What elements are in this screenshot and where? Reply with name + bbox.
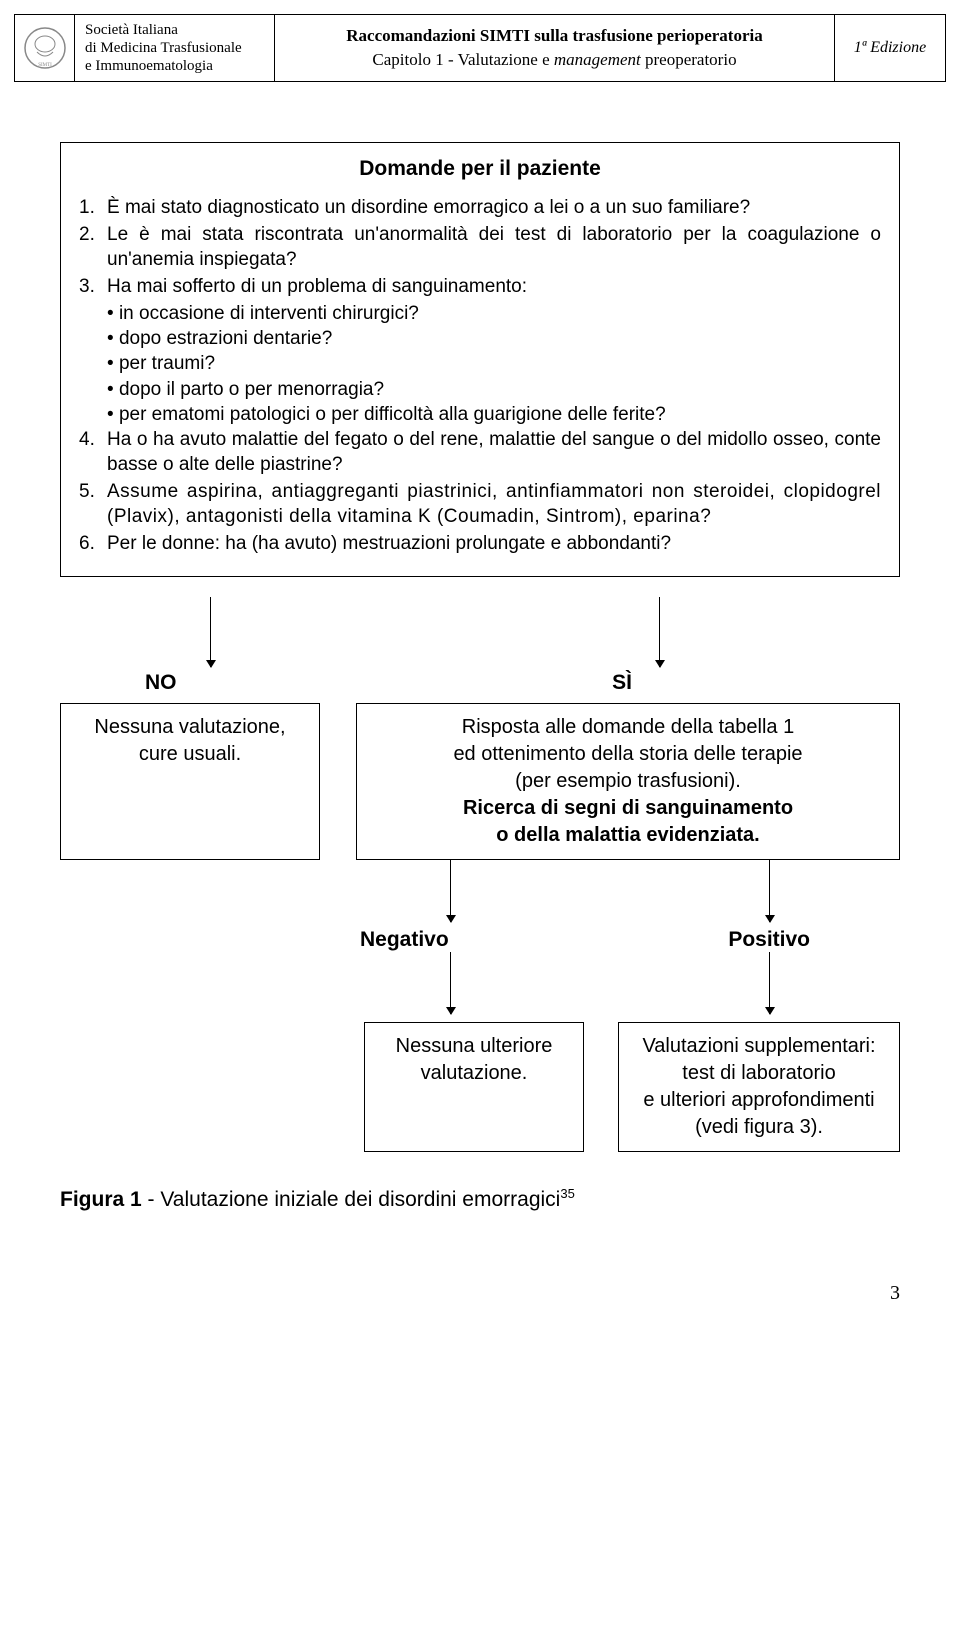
questions-box: Domande per il paziente 1.È mai stato di… bbox=[60, 142, 900, 577]
question-text: Ha mai sofferto di un problema di sangui… bbox=[107, 274, 881, 299]
branch-labels-row: NO SÌ bbox=[60, 671, 900, 695]
caption-bold: Figura 1 bbox=[60, 1188, 142, 1211]
page-header: SIMTI Società Italiana di Medicina Trasf… bbox=[14, 14, 946, 82]
positivo-box: Valutazioni supplementari: test di labor… bbox=[618, 1022, 900, 1152]
org-line: Società Italiana bbox=[85, 21, 264, 39]
doc-title-cell: Raccomandazioni SIMTI sulla trasfusione … bbox=[275, 15, 835, 81]
question-text: Ha o ha avuto malattie del fegato o del … bbox=[107, 427, 881, 477]
question-number: 6. bbox=[79, 531, 107, 556]
flowchart: NO SÌ Nessuna valutazione, cure usuali. … bbox=[60, 597, 900, 1152]
question-number: 3. bbox=[79, 274, 107, 299]
org-name: Società Italiana di Medicina Trasfusiona… bbox=[75, 15, 275, 81]
caption-text: - Valutazione iniziale dei disordini emo… bbox=[142, 1188, 561, 1211]
no-label: NO bbox=[145, 671, 177, 695]
pos-box-text: Valutazioni supplementari: test di labor… bbox=[642, 1035, 875, 1138]
simti-logo-icon: SIMTI bbox=[23, 26, 67, 70]
arrow-row-3 bbox=[60, 952, 900, 1014]
si-line: Risposta alle domande della tabella 1 bbox=[371, 714, 885, 741]
edition-cell: 1ª Edizione bbox=[835, 15, 945, 81]
question-item: 2.Le è mai stata riscontrata un'anormali… bbox=[79, 222, 881, 272]
question-text: È mai stato diagnosticato un disordine e… bbox=[107, 195, 881, 220]
question-item: 3.Ha mai sofferto di un problema di sang… bbox=[79, 274, 881, 299]
arrow-down-icon bbox=[769, 952, 770, 1014]
question-subitem: per traumi? bbox=[107, 351, 881, 376]
si-line-bold: Ricerca di segni di sanguinamento bbox=[371, 795, 885, 822]
question-sublist: in occasione di interventi chirurgici?do… bbox=[107, 301, 881, 426]
positivo-label: Positivo bbox=[728, 928, 810, 952]
question-text: Le è mai stata riscontrata un'anormalità… bbox=[107, 222, 881, 272]
question-number: 4. bbox=[79, 427, 107, 477]
level2-row: Nessuna valutazione, cure usuali. Rispos… bbox=[60, 703, 900, 860]
question-subitem: dopo estrazioni dentarie? bbox=[107, 326, 881, 351]
question-item: 5.Assume aspirina, antiaggreganti piastr… bbox=[79, 479, 881, 529]
svg-text:SIMTI: SIMTI bbox=[38, 63, 52, 68]
question-item: 6.Per le donne: ha (ha avuto) mestruazio… bbox=[79, 531, 881, 556]
si-result-box: Risposta alle domande della tabella 1 ed… bbox=[356, 703, 900, 860]
caption-ref: 35 bbox=[560, 1186, 574, 1201]
question-item: 4.Ha o ha avuto malattie del fegato o de… bbox=[79, 427, 881, 477]
question-text: Per le donne: ha (ha avuto) mestruazioni… bbox=[107, 531, 881, 556]
si-line: ed ottenimento della storia delle terapi… bbox=[371, 741, 885, 768]
question-list: 1.È mai stato diagnosticato un disordine… bbox=[79, 195, 881, 556]
neg-box-text: Nessuna ulteriore valutazione. bbox=[396, 1035, 553, 1084]
arrow-down-icon bbox=[769, 860, 770, 922]
no-result-box: Nessuna valutazione, cure usuali. bbox=[60, 703, 320, 860]
question-item: 1.È mai stato diagnosticato un disordine… bbox=[79, 195, 881, 220]
arrow-down-icon bbox=[659, 597, 660, 667]
logo-cell: SIMTI bbox=[15, 15, 75, 81]
page-content: Domande per il paziente 1.È mai stato di… bbox=[0, 82, 960, 1252]
question-number: 5. bbox=[79, 479, 107, 529]
question-text: Assume aspirina, antiaggreganti piastrin… bbox=[107, 479, 881, 529]
arrow-down-icon bbox=[210, 597, 211, 667]
arrow-row-2 bbox=[60, 860, 900, 922]
si-label: SÌ bbox=[612, 671, 632, 695]
arrow-down-icon bbox=[450, 860, 451, 922]
arrow-row-1 bbox=[60, 597, 900, 667]
arrow-down-icon bbox=[450, 952, 451, 1014]
level3-labels: Negativo Positivo bbox=[60, 928, 900, 952]
no-result-text: Nessuna valutazione, cure usuali. bbox=[94, 716, 285, 765]
chapter-title: Capitolo 1 - Valutazione e management pr… bbox=[285, 50, 824, 70]
edition-label: 1ª Edizione bbox=[845, 39, 935, 57]
question-number: 1. bbox=[79, 195, 107, 220]
si-line: (per esempio trasfusioni). bbox=[371, 768, 885, 795]
box-title: Domande per il paziente bbox=[79, 157, 881, 181]
figure-caption: Figura 1 - Valutazione iniziale dei diso… bbox=[60, 1186, 900, 1212]
negativo-label: Negativo bbox=[360, 928, 449, 952]
si-line-bold: o della malattia evidenziata. bbox=[371, 822, 885, 849]
org-line: di Medicina Trasfusionale bbox=[85, 39, 264, 57]
question-subitem: per ematomi patologici o per difficoltà … bbox=[107, 402, 881, 427]
question-subitem: dopo il parto o per menorragia? bbox=[107, 377, 881, 402]
negativo-box: Nessuna ulteriore valutazione. bbox=[364, 1022, 584, 1152]
question-number: 2. bbox=[79, 222, 107, 272]
level4-row: Nessuna ulteriore valutazione. Valutazio… bbox=[60, 1022, 900, 1152]
question-subitem: in occasione di interventi chirurgici? bbox=[107, 301, 881, 326]
org-line: e Immunoematologia bbox=[85, 57, 264, 75]
doc-title: Raccomandazioni SIMTI sulla trasfusione … bbox=[285, 26, 824, 46]
page-number: 3 bbox=[0, 1252, 960, 1325]
